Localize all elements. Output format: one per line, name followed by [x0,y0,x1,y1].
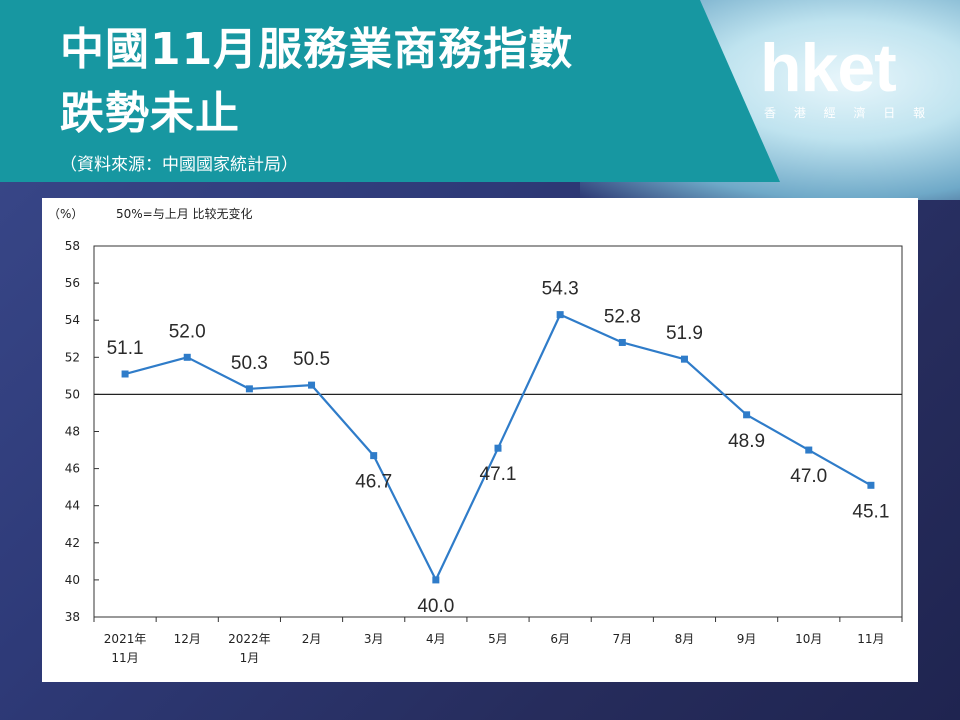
y-tick-label: 52 [65,350,80,364]
y-tick-label: 58 [65,239,80,253]
x-tick-label: 1月 [240,651,260,665]
plot-frame [93,245,903,618]
line-chart: （%） 50%=与上月 比较无变化 38 40 42 44 46 48 50 52 54 56 58 20… [48,206,903,665]
data-point [805,446,813,454]
logo-subtitle: 香 港 經 濟 日 報 [764,106,933,120]
data-point [121,370,129,378]
data-label: 51.1 [107,338,144,359]
y-tick-label: 48 [65,425,80,439]
x-tick-label: 12月 [174,632,201,646]
data-point [556,311,564,319]
data-point [183,353,191,361]
y-tick-label: 50 [65,387,80,401]
source-note: （資料來源：中國國家統計局） [60,155,298,175]
x-tick-label: 4月 [426,632,446,646]
page-title-line1: 中國11月服務業商務指數 [60,24,574,75]
x-tick-label: 2021年 [104,632,147,646]
chart-panel: （%） 50%=与上月 比较无变化 38 40 42 44 46 48 50 52 54 56 58 20… [42,198,918,682]
chart-note: 50%=与上月 比较无变化 [116,206,253,221]
x-tick-label: 11月 [111,651,138,665]
y-tick-label: 44 [65,499,80,513]
y-unit-label: （%） [48,207,83,221]
data-label: 52.0 [169,321,206,342]
data-label: 47.0 [790,466,827,487]
y-tick-label: 46 [65,462,80,476]
x-tick-label: 9月 [737,632,757,646]
data-point [370,452,378,460]
y-tick-label: 56 [65,276,80,290]
data-label: 51.9 [666,323,703,344]
x-tick-label: 11月 [857,632,884,646]
data-label: 54.3 [542,279,579,300]
x-tick-label: 8月 [675,632,695,646]
y-tick-label: 42 [65,536,80,550]
data-label: 45.1 [852,501,889,522]
data-label: 50.5 [293,349,330,370]
x-tick-label: 6月 [550,632,570,646]
data-point [743,411,751,419]
x-tick-label: 5月 [488,632,508,646]
y-tick-label: 40 [65,573,80,587]
data-point [494,444,502,452]
x-tick-label: 2月 [302,632,322,646]
data-point [618,338,626,346]
data-label: 47.1 [480,464,517,485]
x-tick-label: 2022年 [228,632,271,646]
data-label: 50.3 [231,353,268,374]
data-point [245,385,253,393]
data-label: 46.7 [355,472,392,493]
page-title-line2: 跌勢未止 [60,88,240,139]
data-label: 48.9 [728,431,765,452]
x-tick-label: 7月 [612,632,632,646]
data-label: 52.8 [604,306,641,327]
data-point [308,381,316,389]
data-point [680,355,688,363]
title-banner [0,0,780,182]
data-point [867,481,875,489]
hket-logo: hket 香 港 經 濟 日 報 [756,34,926,134]
y-tick-label: 38 [65,610,80,624]
x-tick-label: 3月 [364,632,384,646]
logo-wordmark: hket [760,30,897,106]
data-point [432,576,440,584]
x-tick-label: 10月 [795,632,822,646]
y-tick-label: 54 [65,313,80,327]
data-label: 40.0 [417,596,454,617]
